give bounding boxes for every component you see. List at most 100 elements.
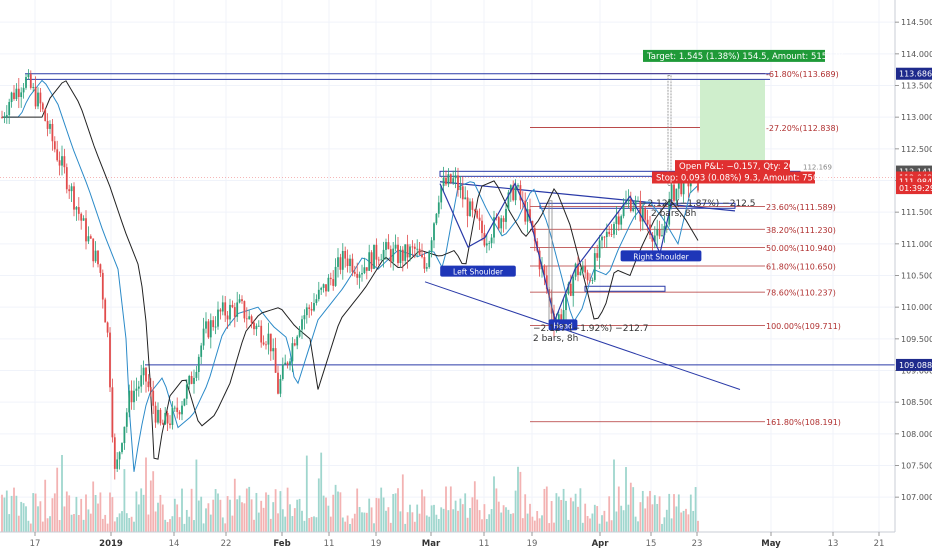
volume-bar — [394, 493, 397, 532]
fib-label: -61.80%(113.689) — [766, 70, 839, 79]
candle-body — [245, 318, 248, 320]
stop-label-bg — [652, 171, 815, 184]
candle-body — [641, 208, 644, 222]
volume-bar — [531, 516, 534, 532]
candle-body — [651, 234, 654, 242]
candle-body — [620, 216, 623, 225]
volume-bar — [533, 520, 536, 532]
candle-body — [164, 412, 167, 425]
candle-body — [145, 367, 147, 382]
volume-bar — [481, 519, 483, 532]
volume-bar — [185, 509, 188, 532]
candle-body — [10, 92, 13, 103]
volume-bar — [377, 498, 380, 532]
candle-body — [310, 308, 313, 311]
candle-body — [373, 244, 375, 269]
candle-body — [152, 390, 155, 406]
volume-bar — [233, 478, 236, 532]
candle-body — [125, 412, 128, 427]
volume-bar — [231, 515, 234, 532]
candle-body — [365, 267, 368, 271]
volume-bar — [622, 510, 625, 532]
ma-fast — [2, 79, 699, 472]
volume-bar — [70, 514, 73, 532]
volume-bar — [473, 481, 476, 532]
candle-body — [601, 236, 603, 241]
candle-body — [97, 250, 99, 265]
volume-bar — [243, 503, 246, 532]
volume-bar — [125, 513, 128, 532]
volume-bar — [514, 490, 517, 532]
volume-bar — [466, 517, 469, 532]
fib-label: 23.60%(111.589) — [766, 203, 836, 212]
volume-bar — [181, 488, 183, 532]
volume-bar — [697, 520, 699, 532]
volume-bar — [337, 491, 339, 532]
volume-bar — [113, 521, 116, 532]
candle-body — [327, 277, 330, 292]
candle-body — [253, 322, 255, 330]
candle-body — [243, 301, 246, 319]
candle-body — [123, 426, 126, 444]
candle-body — [404, 244, 407, 261]
volume-bar — [344, 521, 347, 532]
volume-bar — [579, 488, 582, 532]
x-tick-label: 19 — [527, 539, 538, 549]
candle-body — [593, 253, 596, 280]
x-tick-label: 21 — [874, 539, 885, 549]
volume-bar — [437, 518, 440, 532]
candle-body — [65, 167, 68, 190]
candle-body — [75, 207, 78, 210]
candle-body — [224, 302, 227, 316]
candle-body — [392, 248, 395, 262]
volume-bar — [37, 506, 39, 532]
candle-body — [579, 271, 582, 276]
volume-bar — [550, 501, 553, 532]
volume-bar — [34, 493, 37, 532]
candle-body — [454, 175, 457, 179]
volume-bar — [641, 490, 644, 532]
candle-body — [531, 220, 534, 229]
volume-bar — [464, 493, 467, 532]
candle-body — [639, 201, 642, 222]
candle-body — [589, 280, 591, 282]
open-pnl-label: Open P&L: −0.157, Qty: 2688 — [679, 162, 805, 172]
volume-bar — [399, 511, 402, 532]
volume-bar — [257, 512, 260, 532]
volume-bar — [61, 454, 63, 532]
candle-body — [262, 342, 265, 345]
volume-bar — [118, 513, 121, 532]
measure-head-bars: 2 bars, 8h — [533, 334, 578, 344]
volume-bar — [248, 486, 251, 532]
volume-bar — [260, 500, 263, 532]
volume-bar — [538, 518, 541, 532]
volume-bar — [610, 520, 613, 532]
volume-bar — [140, 488, 143, 532]
volume-bar — [567, 519, 570, 532]
volume-bar — [565, 500, 567, 532]
y-tick-label: 112.500 — [901, 145, 932, 154]
candle-body — [663, 226, 666, 236]
volume-bar — [219, 499, 222, 532]
volume-bar — [512, 513, 515, 532]
volume-bar — [166, 522, 169, 532]
candle-body — [502, 218, 505, 222]
volume-bar — [229, 499, 231, 532]
candle-body — [353, 271, 356, 274]
volume-bar — [99, 492, 102, 532]
candle-body — [178, 412, 181, 415]
candle-body — [109, 332, 111, 388]
candle-body — [68, 189, 71, 192]
candle-body — [375, 244, 378, 260]
volume-bar — [401, 474, 404, 532]
stop-label: Stop: 0.093 (0.08%) 9.3, Amount: 750.02 — [656, 174, 832, 184]
volume-bar — [461, 504, 464, 532]
candle-body — [459, 186, 462, 191]
x-tick-label: 17 — [30, 539, 41, 549]
volume-bar — [483, 504, 486, 532]
volume-bar — [502, 505, 505, 532]
x-tick-label: Feb — [273, 539, 290, 549]
y-tick-label: 109.000 — [901, 367, 932, 376]
candle-body — [452, 178, 455, 183]
